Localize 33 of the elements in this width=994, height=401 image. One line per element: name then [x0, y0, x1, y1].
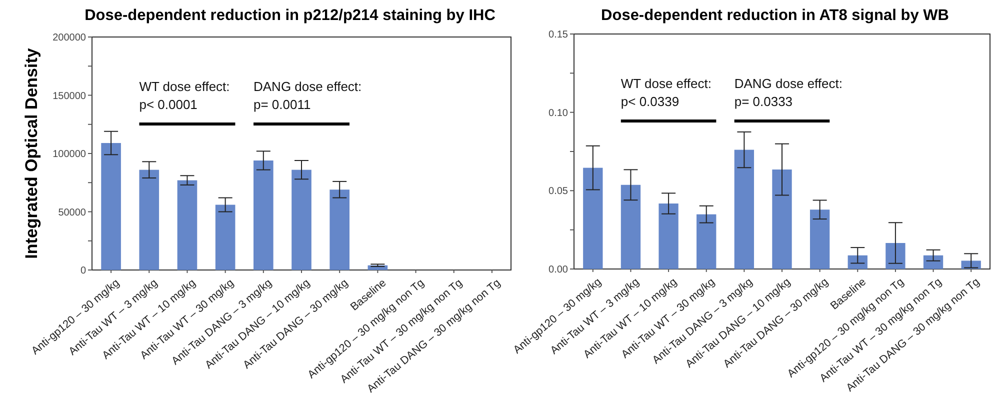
- bar: [254, 160, 274, 270]
- bar: [734, 150, 754, 269]
- bar: [923, 255, 944, 269]
- bar: [658, 204, 678, 269]
- bar: [583, 168, 603, 269]
- bar: [810, 210, 830, 269]
- y-tick-label: 0: [80, 266, 86, 276]
- annotation: WT dose effect: p< 0.0339: [620, 76, 712, 109]
- y-tick-label: 100000: [52, 149, 86, 160]
- chart-title: Dose-dependent reduction in p212/p214 staining by IHC: [84, 7, 496, 24]
- annotation: DANG dose effect: p= 0.0011: [254, 79, 362, 112]
- y-axis-title: Integrated Optical Density: [22, 48, 41, 259]
- bar: [696, 214, 716, 269]
- y-tick-label: 0.05: [548, 186, 568, 198]
- bar: [620, 184, 641, 269]
- y-tick-label: 0.10: [548, 108, 568, 119]
- bar: [886, 242, 906, 269]
- y-tick-label: 0.00: [548, 264, 568, 276]
- y-tick-label: 200000: [52, 32, 86, 44]
- annotation: WT dose effect: p< 0.0001: [139, 79, 230, 112]
- bar: [292, 170, 312, 270]
- annotation: DANG dose effect: p= 0.0333: [734, 76, 843, 109]
- bar: [848, 255, 868, 269]
- y-tick-label: 0.15: [548, 30, 568, 40]
- bar: [215, 204, 236, 270]
- y-tick-label: 150000: [52, 90, 86, 102]
- y-tick-label: 50000: [58, 207, 86, 218]
- bar: [177, 180, 198, 270]
- bar: [101, 143, 121, 270]
- bar: [139, 170, 160, 270]
- bar: [772, 170, 792, 269]
- chart-title: Dose-dependent reduction in AT8 signal by WB: [601, 7, 949, 24]
- bar: [330, 190, 350, 270]
